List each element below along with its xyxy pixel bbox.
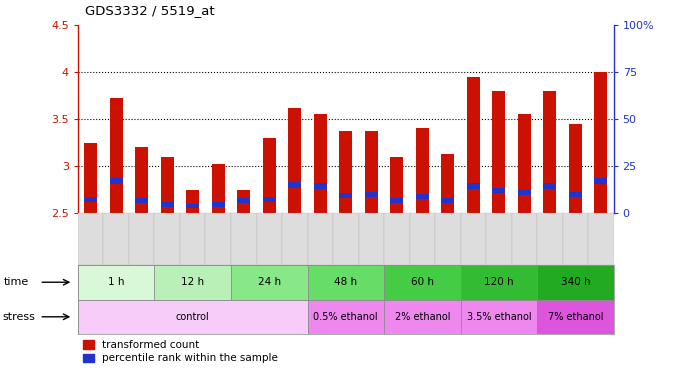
Bar: [518, 114, 531, 213]
Bar: [282, 213, 308, 265]
Bar: [518, 190, 531, 195]
Bar: [186, 204, 199, 209]
Bar: [212, 202, 224, 207]
Bar: [365, 131, 378, 213]
Bar: [486, 213, 512, 265]
Text: GDS3332 / 5519_at: GDS3332 / 5519_at: [85, 4, 214, 17]
Bar: [161, 202, 174, 207]
Bar: [588, 213, 614, 265]
Bar: [110, 98, 123, 213]
Bar: [441, 154, 454, 213]
Text: 2% ethanol: 2% ethanol: [395, 312, 450, 322]
Bar: [595, 178, 607, 184]
Bar: [410, 213, 435, 265]
Bar: [314, 114, 327, 213]
Text: 48 h: 48 h: [334, 277, 357, 287]
Bar: [569, 192, 582, 197]
Bar: [84, 197, 97, 202]
Bar: [391, 198, 403, 203]
Bar: [384, 265, 460, 300]
Bar: [467, 77, 479, 213]
Bar: [104, 213, 129, 265]
Bar: [180, 213, 205, 265]
Bar: [263, 197, 276, 202]
Bar: [544, 183, 556, 189]
Bar: [231, 265, 308, 300]
Bar: [136, 147, 148, 213]
Bar: [308, 213, 333, 265]
Bar: [155, 265, 231, 300]
Bar: [333, 213, 359, 265]
Bar: [467, 183, 479, 189]
Bar: [78, 265, 155, 300]
Bar: [237, 190, 250, 213]
Bar: [416, 128, 428, 213]
Bar: [365, 192, 378, 197]
Text: time: time: [3, 277, 28, 287]
Bar: [537, 265, 614, 300]
Bar: [391, 157, 403, 213]
Bar: [129, 213, 155, 265]
Text: 12 h: 12 h: [181, 277, 204, 287]
Bar: [492, 188, 505, 194]
Bar: [595, 72, 607, 213]
Bar: [359, 213, 384, 265]
Legend: transformed count, percentile rank within the sample: transformed count, percentile rank withi…: [83, 340, 278, 363]
Text: 24 h: 24 h: [258, 277, 281, 287]
Bar: [563, 213, 588, 265]
Bar: [544, 91, 556, 213]
Bar: [78, 300, 308, 334]
Text: 0.5% ethanol: 0.5% ethanol: [313, 312, 378, 322]
Bar: [205, 213, 231, 265]
Bar: [308, 265, 384, 300]
Text: 3.5% ethanol: 3.5% ethanol: [466, 312, 531, 322]
Bar: [256, 213, 282, 265]
Text: 1 h: 1 h: [108, 277, 125, 287]
Text: 7% ethanol: 7% ethanol: [548, 312, 603, 322]
Text: control: control: [176, 312, 210, 322]
Bar: [186, 190, 199, 213]
Bar: [340, 193, 352, 198]
Bar: [78, 213, 104, 265]
Bar: [212, 164, 224, 213]
Bar: [435, 213, 460, 265]
Bar: [263, 138, 276, 213]
Bar: [537, 300, 614, 334]
Bar: [492, 91, 505, 213]
Bar: [231, 213, 256, 265]
Bar: [384, 213, 410, 265]
Bar: [460, 213, 486, 265]
Bar: [340, 131, 352, 213]
Bar: [237, 198, 250, 203]
Bar: [136, 198, 148, 203]
Bar: [161, 157, 174, 213]
Bar: [460, 300, 537, 334]
Bar: [84, 142, 97, 213]
Bar: [384, 300, 460, 334]
Bar: [512, 213, 537, 265]
Bar: [308, 300, 384, 334]
Bar: [460, 265, 537, 300]
Text: 60 h: 60 h: [411, 277, 434, 287]
Bar: [416, 194, 428, 199]
Bar: [155, 213, 180, 265]
Bar: [314, 183, 327, 189]
Bar: [288, 182, 301, 188]
Bar: [569, 124, 582, 213]
Text: 340 h: 340 h: [561, 277, 590, 287]
Bar: [441, 198, 454, 203]
Bar: [110, 178, 123, 184]
Bar: [288, 108, 301, 213]
Bar: [537, 213, 563, 265]
Text: 120 h: 120 h: [484, 277, 514, 287]
Text: stress: stress: [2, 312, 35, 322]
